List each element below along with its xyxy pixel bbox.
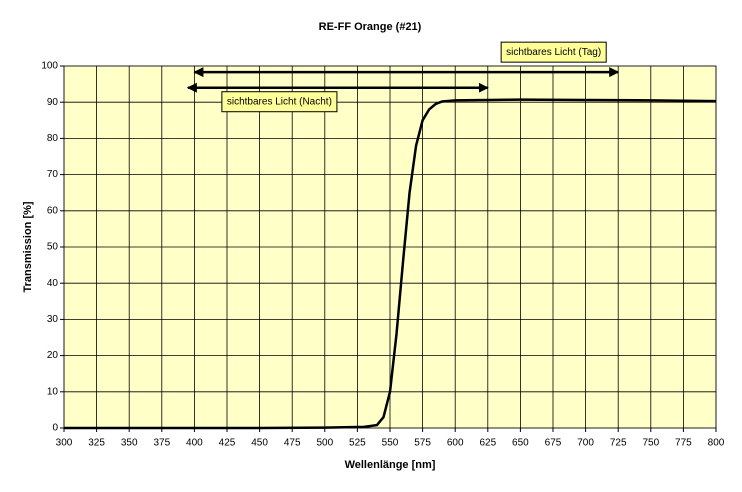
x-tick-label: 700 — [577, 438, 594, 449]
y-tick-label: 100 — [41, 61, 58, 72]
y-tick-label: 20 — [47, 350, 59, 361]
data-line — [64, 98, 717, 430]
x-tick-label: 625 — [479, 438, 496, 449]
annotation-label: sichtbares Licht (Nacht) — [227, 96, 332, 107]
y-tick-label: 60 — [47, 205, 59, 216]
x-tick-label: 675 — [545, 438, 562, 449]
y-tick-label: 90 — [47, 97, 59, 108]
x-tick-label: 775 — [675, 438, 692, 449]
y-tick-label: 50 — [47, 242, 59, 253]
x-tick-label: 800 — [708, 438, 725, 449]
x-axis-label: Wellenlänge [nm] — [345, 459, 436, 471]
x-tick-label: 750 — [642, 438, 659, 449]
x-tick-label: 575 — [414, 438, 431, 449]
chart-title: RE-FF Orange (#21) — [319, 21, 422, 33]
x-tick-label: 400 — [186, 438, 203, 449]
y-tick-label: 70 — [47, 169, 59, 180]
annotation: sichtbares Licht (Tag) — [500, 41, 607, 63]
x-tick-label: 425 — [219, 438, 236, 449]
x-tick-label: 600 — [447, 438, 464, 449]
x-tick-label: 350 — [121, 438, 138, 449]
x-tick-label: 500 — [316, 438, 333, 449]
annotation: sichtbares Licht (Nacht) — [221, 91, 338, 113]
x-tick-label: 650 — [512, 438, 529, 449]
x-tick-label: 725 — [610, 438, 627, 449]
x-tick-label: 325 — [88, 438, 105, 449]
annotation-box — [221, 91, 338, 113]
annotation-box — [500, 41, 607, 63]
y-axis-label: Transmission [%] — [22, 201, 34, 292]
annotation-label: sichtbares Licht (Tag) — [506, 47, 601, 58]
y-tick-label: 30 — [47, 314, 59, 325]
x-tick-label: 375 — [153, 438, 170, 449]
x-tick-label: 300 — [56, 438, 73, 449]
y-tick-label: 0 — [52, 423, 58, 434]
x-tick-label: 475 — [284, 438, 301, 449]
x-tick-label: 450 — [251, 438, 268, 449]
x-tick-label: 550 — [382, 438, 399, 449]
x-tick-label: 525 — [349, 438, 366, 449]
y-tick-label: 40 — [47, 278, 59, 289]
y-tick-label: 10 — [47, 386, 59, 397]
y-tick-label: 80 — [47, 133, 59, 144]
